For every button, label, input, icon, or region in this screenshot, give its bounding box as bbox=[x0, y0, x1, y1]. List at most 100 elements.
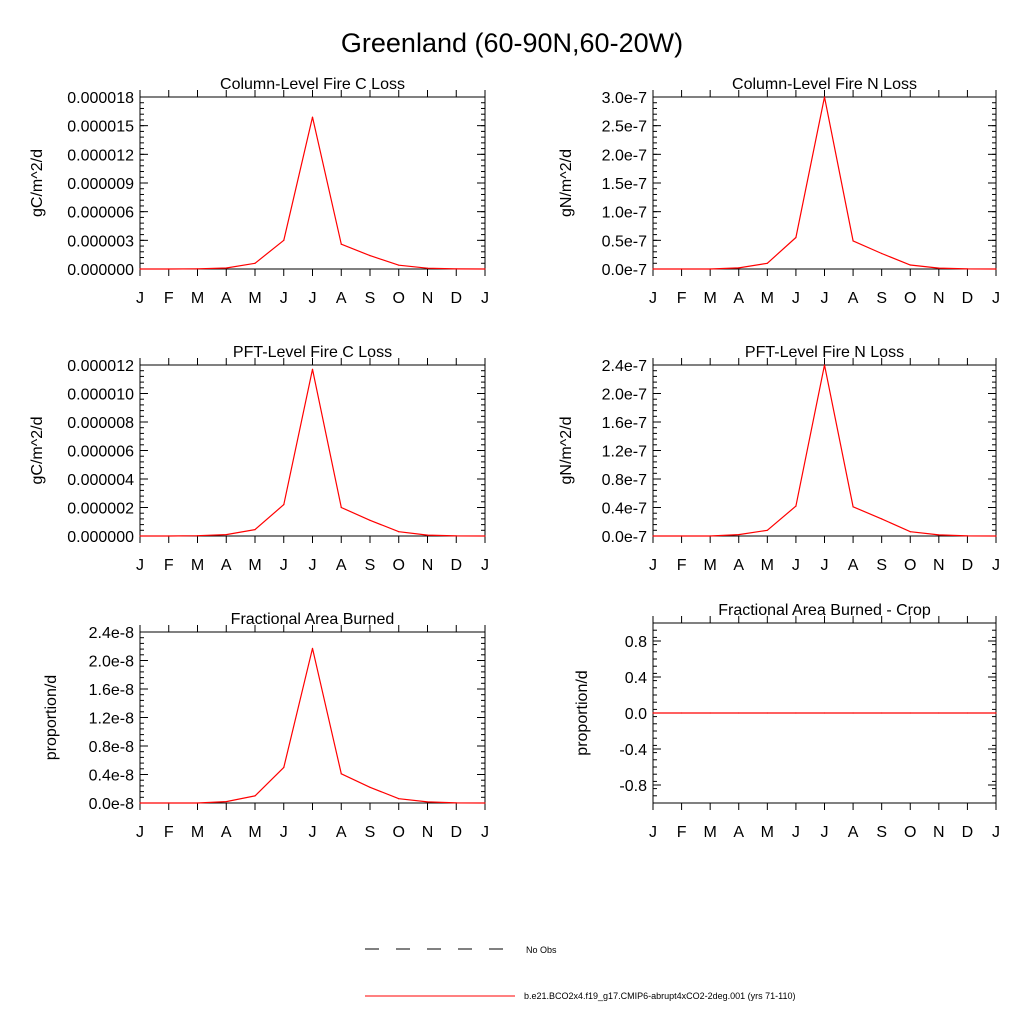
plot-frame bbox=[139, 96, 486, 270]
data-point bbox=[369, 786, 371, 788]
data-point bbox=[652, 268, 654, 270]
data-point bbox=[823, 712, 826, 714]
data-point bbox=[909, 712, 911, 714]
x-tick-label: M bbox=[191, 290, 204, 307]
data-point bbox=[938, 712, 940, 714]
data-point bbox=[823, 364, 826, 366]
chart-panel: Fractional Area Burned proportion/d 0.0e-8… bbox=[43, 611, 489, 841]
y-tick-label: 1.5e-7 bbox=[602, 176, 647, 193]
y-tick-label: 0.000003 bbox=[67, 233, 134, 250]
x-tick-label: M bbox=[248, 290, 261, 307]
y-tick-label: -0.4 bbox=[619, 742, 647, 759]
y-tick-label: 1.2e-7 bbox=[602, 444, 647, 461]
x-tick-label: J bbox=[792, 824, 800, 841]
x-tick-label: N bbox=[933, 557, 945, 574]
data-point bbox=[966, 712, 969, 714]
data-point bbox=[283, 239, 285, 241]
y-tick-label: 0.5e-7 bbox=[602, 233, 647, 250]
x-tick-label: J bbox=[821, 557, 829, 574]
y-tick-label: 1.6e-8 bbox=[89, 682, 134, 699]
y-tick-label: 0.000012 bbox=[67, 358, 134, 375]
data-point bbox=[340, 506, 342, 509]
data-point bbox=[340, 773, 342, 775]
panels-container: Column-Level Fire C Loss gC/m^2/d 0.000000… bbox=[29, 76, 1000, 841]
y-tick-label: 1.2e-8 bbox=[89, 711, 134, 728]
data-point bbox=[311, 647, 314, 649]
data-point bbox=[283, 766, 285, 768]
data-point bbox=[311, 368, 314, 370]
plot-frame bbox=[139, 631, 486, 804]
data-point bbox=[709, 712, 711, 714]
data-point bbox=[283, 504, 285, 506]
x-tick-label: O bbox=[904, 290, 916, 307]
y-tick-label: 0.000000 bbox=[67, 262, 134, 279]
data-point bbox=[426, 267, 429, 269]
x-tick-label: O bbox=[393, 290, 405, 307]
data-point bbox=[398, 264, 400, 266]
y-tick-label: 0.000018 bbox=[67, 90, 134, 107]
y-tick-label: 0.8e-8 bbox=[89, 739, 134, 756]
data-point bbox=[766, 712, 768, 714]
y-axis-label: proportion/d bbox=[574, 670, 591, 755]
data-point bbox=[680, 535, 683, 537]
y-tick-label: 0.8 bbox=[625, 634, 647, 651]
data-point bbox=[196, 535, 199, 537]
data-point bbox=[938, 534, 940, 536]
chart-panel: Column-Level Fire N Loss gN/m^2/d 0.0e-7 0.… bbox=[558, 76, 1000, 307]
x-tick-label: O bbox=[393, 824, 405, 841]
data-point bbox=[766, 262, 768, 264]
x-tick-label: F bbox=[164, 824, 174, 841]
x-tick-label: J bbox=[136, 824, 144, 841]
data-point bbox=[680, 712, 683, 714]
plot-frame bbox=[652, 364, 997, 537]
data-point bbox=[766, 529, 768, 531]
x-tick-label: J bbox=[792, 557, 800, 574]
panel-title: PFT-Level Fire N Loss bbox=[745, 344, 904, 361]
x-tick-label: D bbox=[962, 557, 974, 574]
data-point bbox=[795, 236, 797, 239]
data-point bbox=[938, 267, 940, 269]
data-point bbox=[340, 243, 342, 245]
y-tick-label: 0.000004 bbox=[67, 472, 134, 489]
y-tick-label: 0.000006 bbox=[67, 444, 134, 461]
series-line bbox=[140, 116, 486, 270]
x-tick-label: J bbox=[136, 557, 144, 574]
y-axis-label: gN/m^2/d bbox=[558, 149, 575, 217]
data-point bbox=[652, 712, 654, 714]
series-line bbox=[653, 364, 997, 537]
data-point bbox=[139, 802, 141, 804]
x-tick-label: M bbox=[704, 557, 717, 574]
data-point bbox=[966, 535, 969, 537]
x-tick-label: A bbox=[733, 557, 744, 574]
x-tick-label: M bbox=[761, 557, 774, 574]
x-tick-label: F bbox=[677, 557, 687, 574]
data-point bbox=[139, 535, 141, 537]
x-tick-label: A bbox=[336, 290, 347, 307]
data-point bbox=[652, 535, 654, 537]
data-point bbox=[852, 506, 854, 508]
x-tick-label: M bbox=[248, 557, 261, 574]
data-point bbox=[881, 252, 883, 255]
legend: No Obs b.e21.BCO2x4.f19_g17.CMIP6-abrupt… bbox=[365, 945, 796, 1001]
x-tick-label: J bbox=[481, 290, 489, 307]
x-tick-label: A bbox=[733, 290, 744, 307]
y-tick-label: 0.000015 bbox=[67, 119, 134, 136]
x-tick-label: F bbox=[164, 557, 174, 574]
data-point bbox=[311, 116, 314, 118]
x-tick-label: S bbox=[876, 557, 887, 574]
x-tick-label: O bbox=[904, 557, 916, 574]
x-tick-label: J bbox=[280, 290, 288, 307]
y-tick-label: 2.0e-7 bbox=[602, 387, 647, 404]
chart-panel: PFT-Level Fire N Loss gN/m^2/d 0.0e-7 0.4e-… bbox=[558, 344, 1000, 574]
x-tick-label: J bbox=[481, 824, 489, 841]
y-tick-label: 0.000006 bbox=[67, 205, 134, 222]
data-point bbox=[196, 268, 199, 270]
data-point bbox=[196, 802, 199, 804]
x-tick-label: S bbox=[876, 824, 887, 841]
panel-title: Column-Level Fire N Loss bbox=[732, 76, 917, 93]
y-tick-label: 0.0e-7 bbox=[602, 262, 647, 279]
data-point bbox=[426, 534, 429, 536]
x-tick-label: M bbox=[191, 557, 204, 574]
x-tick-label: M bbox=[704, 824, 717, 841]
x-tick-label: M bbox=[248, 824, 261, 841]
